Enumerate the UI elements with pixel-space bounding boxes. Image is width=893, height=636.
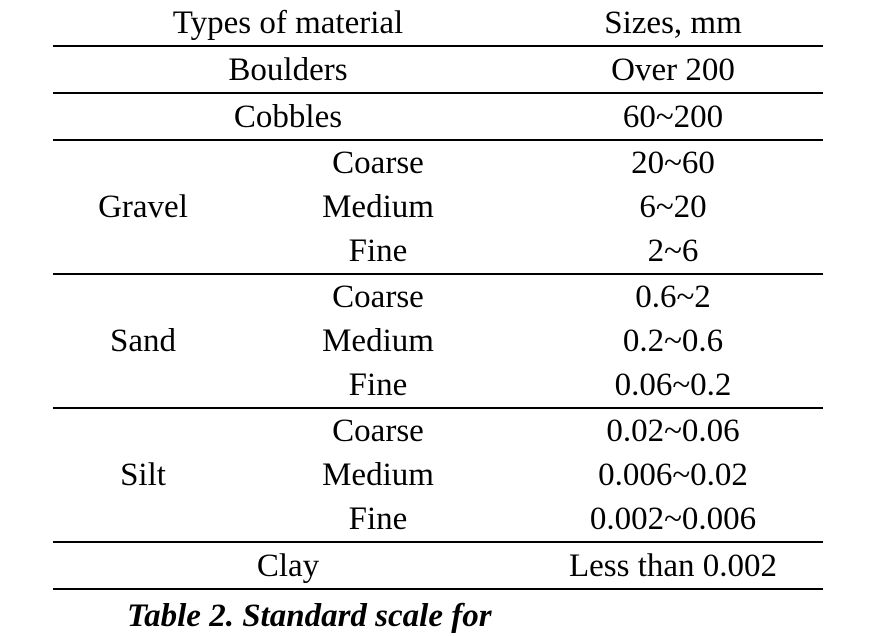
- table-header-row: Types of material Sizes, mm: [53, 0, 823, 47]
- table-row-sand-fine: Fine 0.06~0.2: [53, 363, 823, 409]
- subtype-label: Medium: [322, 189, 434, 225]
- size-value-cobbles: 60~200: [523, 93, 823, 141]
- table-row-gravel-medium: Medium 6~20: [53, 185, 823, 229]
- soil-classification-table: Types of material Sizes, mm Boulders Ove…: [53, 0, 823, 590]
- size-value: 0.06~0.2: [523, 363, 823, 409]
- size-value: 0.02~0.06: [606, 413, 740, 449]
- table-row-gravel-fine: Fine 2~6: [53, 229, 823, 275]
- table-row-sand-coarse: Sand Coarse 0.6~2: [53, 274, 823, 409]
- table-row-silt-coarse: Silt Coarse 0.02~0.06: [53, 408, 823, 543]
- size-value-boulders: Over 200: [523, 46, 823, 94]
- subtype-label: Fine: [233, 229, 523, 275]
- material-label-cobbles: Cobbles: [53, 93, 523, 141]
- subtype-label: Fine: [233, 497, 523, 543]
- table-row-boulders: Boulders Over 200: [53, 46, 823, 94]
- subtype-label: Medium: [322, 457, 434, 493]
- material-label-clay: Clay: [53, 542, 523, 590]
- size-value: 0.002~0.006: [523, 497, 823, 543]
- table-row-clay: Clay Less than 0.002: [53, 542, 823, 590]
- size-value: 6~20: [639, 189, 707, 225]
- size-value: 0.6~2: [635, 279, 711, 315]
- table-row-silt-fine: Fine 0.002~0.006: [53, 497, 823, 543]
- size-value-clay: Less than 0.002: [523, 542, 823, 590]
- subtype-label: Fine: [233, 363, 523, 409]
- subtype-label: Coarse: [332, 145, 424, 181]
- size-value: 0.006~0.02: [598, 457, 748, 493]
- material-label-gravel: Gravel: [53, 140, 233, 275]
- table-row-gravel-coarse: Gravel Coarse 20~60: [53, 140, 823, 275]
- table-row-sand-medium: Medium 0.2~0.6: [53, 319, 823, 363]
- material-label-boulders: Boulders: [53, 46, 523, 94]
- soil-classification-table-container: Types of material Sizes, mm Boulders Ove…: [53, 0, 823, 590]
- size-value: 2~6: [523, 229, 823, 275]
- subtype-label: Coarse: [332, 413, 424, 449]
- header-types-of-material: Types of material: [53, 0, 523, 47]
- table-caption: Table 2. Standard scale for: [127, 598, 492, 634]
- material-label-sand: Sand: [53, 274, 233, 409]
- table-row-silt-medium: Medium 0.006~0.02: [53, 453, 823, 497]
- table-row-cobbles: Cobbles 60~200: [53, 93, 823, 141]
- size-value: 20~60: [631, 145, 715, 181]
- size-value: 0.2~0.6: [622, 323, 724, 359]
- material-label-silt: Silt: [53, 408, 233, 543]
- header-sizes: Sizes, mm: [523, 0, 823, 47]
- subtype-label: Coarse: [332, 279, 424, 315]
- subtype-label: Medium: [322, 323, 434, 359]
